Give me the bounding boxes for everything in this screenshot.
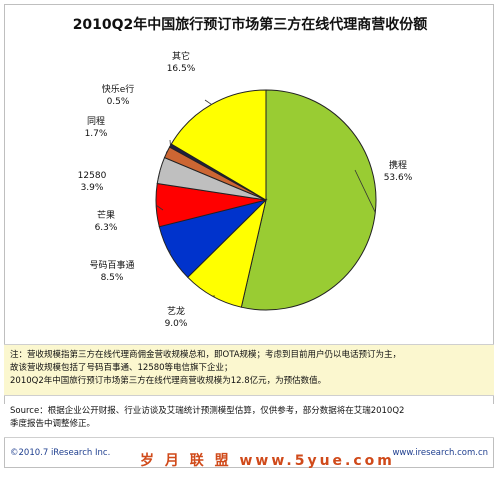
slice-value-6: 0.5% bbox=[107, 97, 130, 107]
slice-value-0: 53.6% bbox=[384, 173, 413, 183]
pie-chart: 携程 53.6% 艺龙 9.0% 号码百事通 8.5% 芒果 6.3% 12580 3.9% 同程 1… bbox=[78, 50, 413, 329]
slice-label-5: 同程 bbox=[87, 116, 105, 127]
slice-value-1: 9.0% bbox=[165, 319, 188, 329]
slice-label-2: 号码百事通 bbox=[89, 259, 134, 271]
watermark: 岁 月 联 盟 www.5yue.com bbox=[140, 453, 395, 469]
slice-value-2: 8.5% bbox=[101, 273, 124, 283]
source-box: Source：根据企业公开财报、行业访谈及艾瑞统计预测模型估算，仅供参考，部分数… bbox=[4, 404, 494, 438]
slice-value-7: 16.5% bbox=[167, 64, 196, 74]
slice-value-3: 6.3% bbox=[95, 223, 118, 233]
footer: ©2010.7 iResearch Inc. www.iresearch.com… bbox=[4, 442, 494, 466]
slice-label-3: 芒果 bbox=[97, 209, 115, 221]
leader-line-0 bbox=[354, 169, 376, 213]
slice-label-4: 12580 bbox=[78, 171, 107, 181]
slice-value-4: 3.9% bbox=[81, 183, 104, 193]
source-line: Source：根据企业公开财报、行业访谈及艾瑞统计预测模型估算，仅供参考，部分数… bbox=[10, 406, 405, 416]
slice-label-6: 快乐e行 bbox=[102, 83, 135, 95]
pie-slices bbox=[155, 89, 377, 311]
slice-label-1: 艺龙 bbox=[167, 305, 185, 317]
slice-label-0: 携程 bbox=[389, 159, 407, 171]
note-line: 故该营收规模包括了号码百事通、12580等电信旗下企业； bbox=[10, 363, 233, 373]
slice-value-5: 1.7% bbox=[85, 129, 108, 139]
leader-line-3 bbox=[155, 204, 164, 211]
slice-label-7: 其它 bbox=[172, 50, 190, 62]
copyright: ©2010.7 iResearch Inc. bbox=[10, 448, 111, 458]
pie-labels: 携程 53.6% 艺龙 9.0% 号码百事通 8.5% 芒果 6.3% 12580 3.9% 同程 1… bbox=[78, 50, 413, 329]
leader-line-7 bbox=[204, 99, 212, 105]
source-line: 季度报告中调整修正。 bbox=[10, 419, 96, 429]
leader-line-4 bbox=[157, 170, 161, 181]
note-line: 注：营收规模指第三方在线代理商佣金营收规模总和，即OTA规模；考虑到目前用户仍以… bbox=[10, 350, 402, 360]
website-url: www.iresearch.com.cn bbox=[392, 448, 488, 458]
notes-box: 注：营收规模指第三方在线代理商佣金营收规模总和，即OTA规模；考虑到目前用户仍以… bbox=[4, 344, 494, 396]
chart-title: 2010Q2年中国旅行预订市场第三方在线代理商营收份额 bbox=[72, 17, 428, 33]
note-line: 2010Q2年中国旅行预订市场第三方在线代理商营收规模为12.8亿元，为预估数值… bbox=[10, 376, 327, 386]
